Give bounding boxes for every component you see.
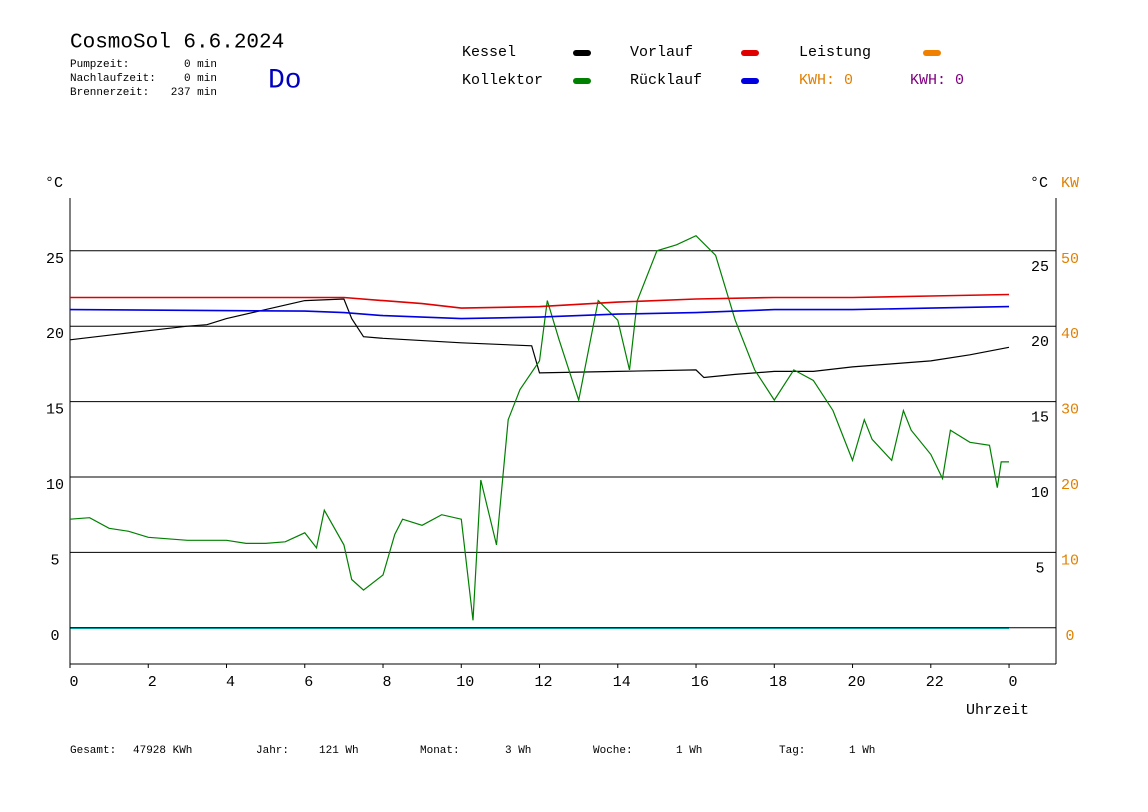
x-tick-label: 0 (69, 674, 78, 691)
info-value: 0 min (184, 73, 217, 85)
series-line (69, 234, 1009, 621)
series-line (69, 305, 1010, 320)
y2-tick-label: 20 (1061, 477, 1079, 494)
footer-label: Gesamt: (70, 745, 116, 757)
footer-label: Monat: (420, 745, 460, 757)
x-tick-label: 6 (304, 674, 313, 691)
y2-tick-label-c: 25 (1031, 259, 1049, 276)
legend-label: Vorlauf (630, 44, 693, 61)
footer-value: 3 Wh (505, 745, 531, 757)
legend-label: Rücklauf (630, 72, 702, 89)
kwh-label: KWH: 0 (799, 72, 853, 89)
y2-tick-label: 0 (1065, 628, 1074, 645)
kwh-label: KWH: 0 (910, 72, 964, 89)
x-axis-label: Uhrzeit (966, 702, 1029, 719)
y2-tick-label-c: 5 (1035, 560, 1044, 577)
y2-tick-label-c: 10 (1031, 485, 1049, 502)
info-label: Pumpzeit: (70, 59, 129, 71)
y2-tick-label-c: 20 (1031, 334, 1049, 351)
y2-tick-label: 30 (1061, 402, 1079, 419)
y-tick-label: 20 (46, 326, 64, 343)
info-value: 237 min (171, 87, 217, 99)
y-tick-label: 15 (46, 402, 64, 419)
legend-label: Kessel (462, 44, 516, 61)
day-label: Do (268, 65, 302, 96)
y-tick-label: 10 (46, 477, 64, 494)
y2-axis-label: KW (1061, 175, 1079, 192)
y-axis-label: °C (45, 175, 63, 192)
footer-value: 47928 KWh (133, 745, 192, 757)
info-label: Nachlaufzeit: (70, 73, 156, 85)
footer-value: 1 Wh (676, 745, 702, 757)
y-tick-label: 25 (46, 251, 64, 268)
info-label: Brennerzeit: (70, 87, 149, 99)
x-tick-label: 14 (613, 674, 631, 691)
y2-tick-label: 40 (1061, 326, 1079, 343)
y2-tick-label: 50 (1061, 251, 1079, 268)
footer-label: Tag: (779, 745, 805, 757)
x-tick-label: 0 (1009, 674, 1018, 691)
legend-label: Kollektor (462, 72, 543, 89)
footer-label: Woche: (593, 745, 633, 757)
chart-title: CosmoSol 6.6.2024 (70, 32, 284, 55)
series-line (69, 298, 1010, 379)
x-tick-label: 10 (456, 674, 474, 691)
x-tick-label: 20 (848, 674, 866, 691)
y2-axis-label: °C (1030, 175, 1048, 192)
x-tick-label: 16 (691, 674, 709, 691)
legend-label: Leistung (799, 44, 871, 61)
footer-label: Jahr: (256, 745, 289, 757)
footer-value: 1 Wh (849, 745, 875, 757)
footer-value: 121 Wh (319, 745, 359, 757)
x-tick-label: 2 (148, 674, 157, 691)
x-tick-label: 4 (226, 674, 235, 691)
series-line (70, 293, 1010, 309)
x-tick-label: 18 (769, 674, 787, 691)
y2-tick-label: 10 (1061, 552, 1079, 569)
x-tick-label: 12 (535, 674, 553, 691)
x-tick-label: 8 (383, 674, 392, 691)
y-tick-label: 5 (50, 552, 59, 569)
info-value: 0 min (184, 59, 217, 71)
x-tick-label: 22 (926, 674, 944, 691)
y-tick-label: 0 (50, 628, 59, 645)
y2-tick-label-c: 15 (1031, 410, 1049, 427)
